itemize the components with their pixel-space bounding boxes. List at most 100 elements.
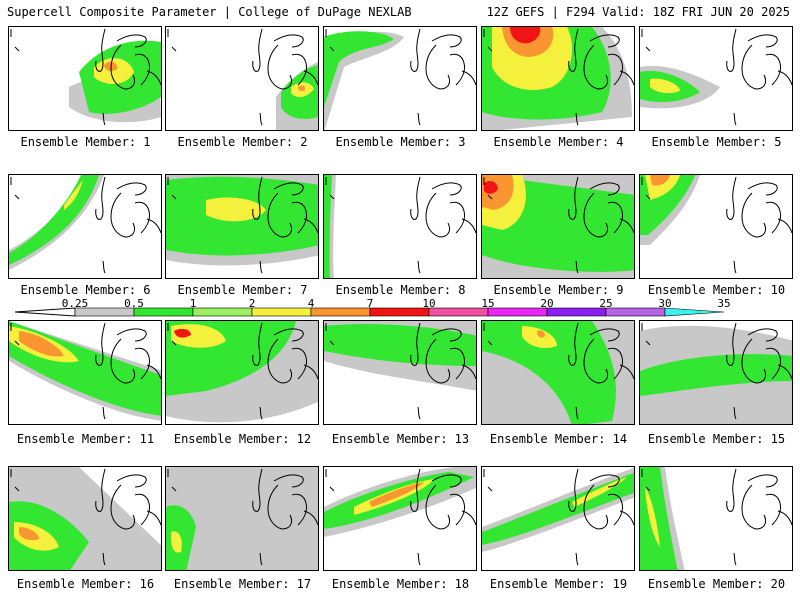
coastline (607, 493, 623, 526)
coastline (583, 44, 609, 90)
coastline (619, 70, 634, 86)
contour-green (324, 175, 332, 278)
contour-orange (650, 175, 670, 186)
ensemble-member-label: Ensemble Member: 11 (16, 432, 155, 446)
coastline (431, 182, 462, 196)
contour-yellow (94, 57, 134, 84)
coastline (575, 552, 579, 566)
scp-contour-map (324, 467, 476, 566)
coastline (110, 338, 136, 384)
coastline (431, 474, 462, 488)
colorbar-tick-label: 7 (366, 297, 374, 310)
coastline (134, 201, 150, 234)
coastline (741, 192, 767, 238)
ensemble-panel-2 (165, 26, 319, 131)
coastline (425, 338, 451, 384)
ensemble-panel-8 (323, 174, 477, 279)
coastline (410, 176, 421, 220)
ensemble-panel-13 (323, 320, 477, 425)
coastline (568, 322, 579, 366)
coastline (741, 484, 767, 530)
colorbar-swatch (428, 307, 489, 317)
colorbar-swatch (192, 307, 253, 317)
coastline (95, 322, 106, 366)
coastline (568, 28, 579, 72)
map-title: Supercell Composite Parameter | College … (7, 5, 412, 19)
coastline (146, 364, 161, 380)
coastline (252, 176, 263, 220)
ensemble-member-label: Ensemble Member: 20 (647, 577, 786, 591)
contour-yellow (64, 180, 83, 210)
coastline (146, 218, 161, 234)
coastline (102, 406, 106, 420)
coastline (733, 406, 737, 420)
coastline (461, 364, 476, 380)
coastline (619, 510, 634, 526)
coastline (102, 112, 106, 126)
contour-green (166, 505, 196, 570)
coastline (461, 218, 476, 234)
coastline (116, 34, 147, 48)
coastline (765, 347, 781, 380)
coastline (14, 194, 20, 200)
coastline (102, 552, 106, 566)
contour-green (324, 31, 394, 107)
ensemble-member-label: Ensemble Member: 18 (331, 577, 470, 591)
ensemble-panel-19 (481, 466, 635, 571)
coastline (410, 28, 421, 72)
coastline (110, 192, 136, 238)
colorbar-swatch (487, 307, 548, 317)
contour-orange (298, 85, 306, 91)
coastline (461, 70, 476, 86)
coastline (425, 484, 451, 530)
coastline (487, 46, 493, 52)
contour-red (174, 328, 191, 338)
scp-contour-map (640, 28, 792, 126)
coastline (619, 364, 634, 380)
scp-contour-map (324, 28, 476, 130)
coastline (134, 347, 150, 380)
coastline (733, 552, 737, 566)
coastline (431, 328, 462, 342)
ensemble-member-label: Ensemble Member: 10 (647, 283, 786, 297)
scp-contour-map (482, 175, 634, 278)
coastline (273, 328, 304, 342)
coastline (589, 474, 620, 488)
coastline (575, 112, 579, 126)
coastline (645, 486, 651, 492)
coastline (116, 474, 147, 488)
coastline (259, 552, 263, 566)
contour-orange (19, 331, 64, 357)
coastline (303, 510, 318, 526)
contour-yellow (206, 197, 266, 222)
scp-contour-map (9, 321, 161, 421)
coastline (777, 70, 792, 86)
contour-green (640, 467, 678, 570)
contour-gray (166, 467, 318, 570)
contour-green (324, 324, 476, 366)
coastline (14, 340, 20, 346)
coastline (747, 328, 778, 342)
colorbar-tick-label: 0.5 (124, 297, 144, 310)
scp-contour-map (640, 322, 792, 424)
ensemble-panel-20 (639, 466, 793, 571)
ensemble-member-label: Ensemble Member: 8 (335, 283, 466, 297)
ensemble-panel-1 (8, 26, 162, 131)
contour-green (9, 175, 99, 265)
coastline (741, 338, 767, 384)
ensemble-member-label: Ensemble Member: 12 (173, 432, 312, 446)
ensemble-panel-17 (165, 466, 319, 571)
coastline (171, 486, 177, 492)
ensemble-panel-15 (639, 320, 793, 425)
colorbar-tick-label: 35 (717, 297, 731, 310)
coastline (487, 194, 493, 200)
ensemble-member-label: Ensemble Member: 17 (173, 577, 312, 591)
colorbar-swatch (546, 307, 607, 317)
coastline (607, 201, 623, 234)
coastline (252, 322, 263, 366)
scp-contour-map (482, 321, 634, 424)
coastline (273, 182, 304, 196)
contour-yellow (650, 78, 680, 94)
coastline (487, 486, 493, 492)
coastline (431, 34, 462, 48)
